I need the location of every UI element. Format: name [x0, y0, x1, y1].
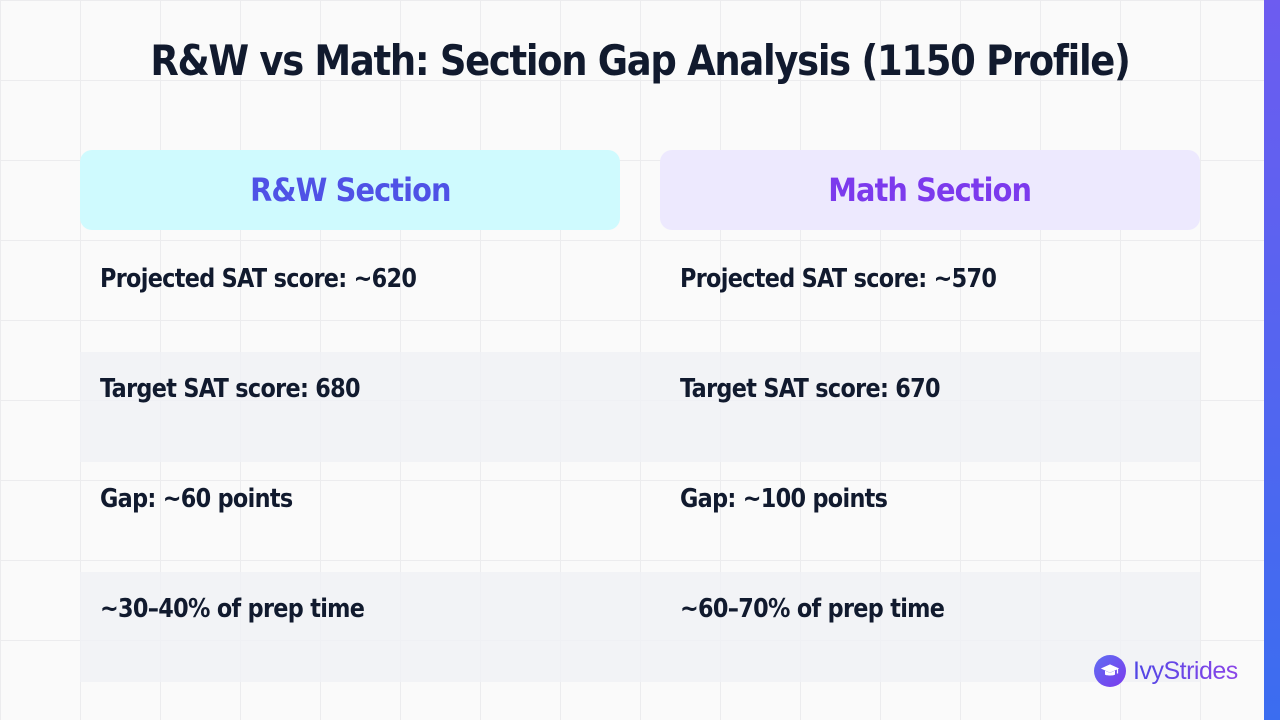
graduation-cap-icon: [1094, 655, 1126, 687]
brand-logo-lockup: IvyStrides: [1094, 654, 1238, 688]
math-projected-score: Projected SAT score: ~570: [680, 264, 997, 294]
row-band-target: [80, 352, 1200, 462]
row-band-prep-time: [80, 572, 1200, 682]
rw-prep-time: ~30–40% of prep time: [100, 594, 365, 624]
right-accent-bar: [1264, 0, 1280, 720]
rw-target-score: Target SAT score: 680: [100, 374, 361, 404]
math-gap: Gap: ~100 points: [680, 484, 888, 514]
rw-section-header: R&W Section: [80, 150, 620, 230]
page-title: R&W vs Math: Section Gap Analysis (1150 …: [150, 36, 1131, 85]
brand-name: IvyStrides: [1133, 656, 1238, 685]
math-target-score: Target SAT score: 670: [680, 374, 941, 404]
math-section-header: Math Section: [660, 150, 1200, 230]
rw-projected-score: Projected SAT score: ~620: [100, 264, 417, 294]
math-section-header-label: Math Section: [828, 171, 1033, 209]
rw-gap: Gap: ~60 points: [100, 484, 293, 514]
math-prep-time: ~60–70% of prep time: [680, 594, 945, 624]
rw-section-header-label: R&W Section: [249, 171, 451, 209]
